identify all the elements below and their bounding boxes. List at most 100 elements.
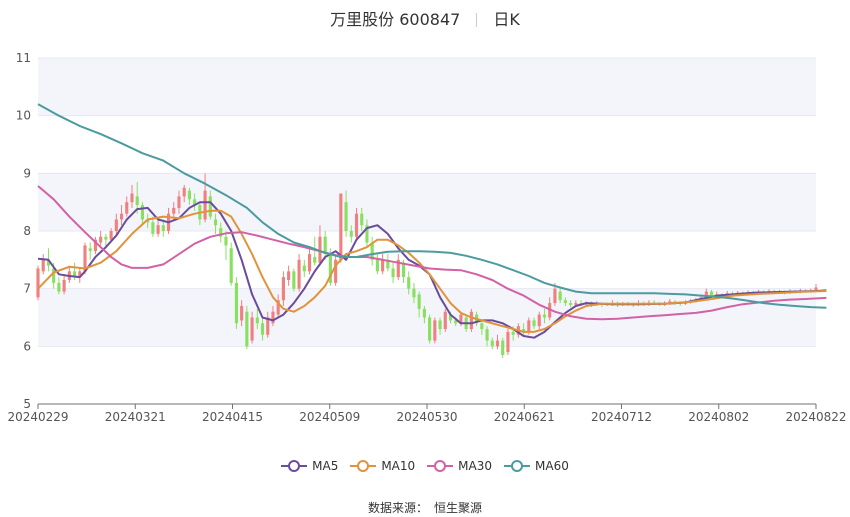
period-label: 日K: [493, 10, 520, 29]
candle-body: [151, 222, 155, 234]
x-tick-label: 20240415: [202, 410, 263, 424]
legend-marker: [504, 460, 531, 472]
candle-body: [203, 190, 207, 220]
candle-body: [704, 291, 708, 298]
candle-body: [287, 271, 291, 281]
legend-item-ma5[interactable]: MA5: [281, 459, 338, 473]
candle-body: [88, 248, 92, 252]
candle-body: [177, 196, 181, 208]
candle-body: [428, 317, 432, 341]
candle-body: [318, 236, 322, 263]
candle-body: [125, 202, 129, 214]
candle-body: [135, 196, 139, 206]
candle-body: [297, 259, 301, 289]
chart-title: 万里股份 600847 日K: [0, 6, 850, 30]
x-tick-label: 20240321: [105, 410, 166, 424]
ma-line-ma30: [37, 185, 827, 321]
candle-body: [240, 305, 244, 321]
candle-body: [386, 259, 390, 269]
candle-body: [72, 271, 77, 278]
candle-body: [292, 271, 296, 289]
x-tick-label: 20240802: [688, 410, 749, 424]
candle-body: [250, 317, 254, 341]
candle-body: [41, 258, 45, 272]
candle-body: [668, 301, 672, 304]
candle-body: [271, 311, 275, 324]
candle-body: [438, 320, 442, 330]
candle-body: [412, 288, 416, 298]
ma-line-ma60: [37, 103, 827, 309]
candle-body: [485, 329, 489, 341]
candle-body: [527, 320, 531, 332]
candle-body: [104, 236, 108, 240]
candle-body: [114, 219, 118, 231]
candle-body: [334, 259, 338, 283]
candle-body: [375, 259, 379, 272]
grid-band: [38, 173, 816, 231]
candle-body: [469, 311, 473, 330]
candle-body: [78, 271, 82, 278]
legend-label: MA30: [458, 459, 493, 473]
y-tick-label: 10: [16, 109, 31, 123]
candle-body: [182, 187, 186, 197]
candle-body: [422, 308, 426, 318]
candle-body: [490, 340, 494, 347]
candle-body: [156, 225, 160, 234]
candle-body: [245, 311, 249, 347]
candle-body: [354, 213, 359, 237]
candle-body: [328, 254, 332, 283]
candle-body: [542, 314, 547, 318]
candle-body: [558, 291, 562, 301]
candle-body: [511, 331, 515, 335]
candle-body: [260, 323, 265, 335]
candle-body: [83, 245, 87, 272]
candle-body: [454, 320, 458, 324]
legend-item-ma60[interactable]: MA60: [504, 459, 569, 473]
source-label: 数据来源：: [367, 501, 428, 515]
candle-body: [495, 340, 500, 347]
candle-body: [146, 219, 150, 223]
candle-body: [480, 323, 484, 330]
candle-body: [224, 236, 228, 246]
candle-body: [193, 199, 197, 206]
candle-body: [563, 300, 567, 304]
candle-body: [396, 259, 400, 278]
candle-body: [52, 268, 56, 283]
candle-body: [370, 242, 374, 260]
candle-body: [36, 268, 40, 298]
y-tick-label: 7: [23, 282, 31, 296]
y-tick-label: 8: [23, 224, 31, 238]
candle-body: [302, 265, 306, 272]
legend-label: MA10: [381, 459, 416, 473]
candle-body: [187, 190, 191, 200]
candle-body: [459, 314, 463, 324]
candle-body: [443, 311, 447, 330]
candle-body: [814, 287, 818, 291]
grid-band: [38, 288, 816, 347]
candle-body: [673, 301, 677, 303]
candle-body: [501, 340, 505, 355]
candle-body: [213, 219, 218, 226]
title-separator: [476, 13, 478, 27]
candle-body: [140, 205, 144, 220]
legend-item-ma10[interactable]: MA10: [350, 459, 415, 473]
candle-body: [99, 236, 103, 243]
legend-item-ma30[interactable]: MA30: [427, 459, 492, 473]
candle-body: [323, 236, 327, 255]
candle-body: [46, 259, 51, 266]
y-tick-label: 6: [23, 339, 31, 353]
candle-body: [349, 231, 353, 237]
candle-body: [255, 317, 259, 324]
legend-marker: [281, 460, 308, 472]
candle-body: [433, 320, 437, 341]
candle-body: [381, 259, 385, 272]
candle-body: [109, 231, 113, 240]
ma-line-ma10: [37, 209, 827, 333]
x-tick-label: 20240229: [7, 410, 68, 424]
candle-body: [344, 202, 348, 231]
candle-body: [161, 225, 165, 231]
x-tick-label: 20240621: [494, 410, 555, 424]
y-tick-label: 11: [16, 51, 31, 65]
